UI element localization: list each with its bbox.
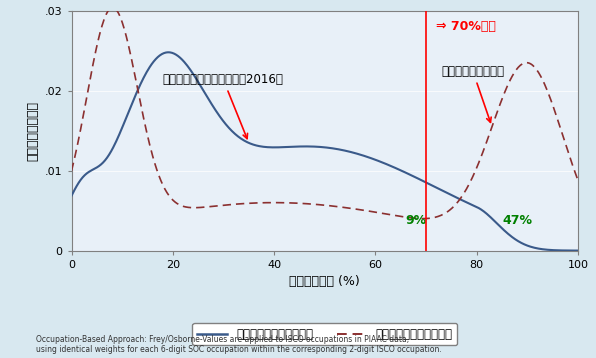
Text: 47%: 47%: [502, 214, 532, 227]
Legend: タスクベースアプローチ, ジョブベースアプローチ: タスクベースアプローチ, ジョブベースアプローチ: [193, 323, 457, 345]
Text: アーンツ＆グレゴリーら（2016）: アーンツ＆グレゴリーら（2016）: [163, 73, 284, 139]
Text: フレイ＆オズボーン: フレイ＆オズボーン: [441, 65, 504, 122]
X-axis label: 自動化可能性 (%): 自動化可能性 (%): [290, 275, 360, 288]
Text: 9%: 9%: [405, 214, 427, 227]
Y-axis label: カーネル密度推定: カーネル密度推定: [26, 101, 39, 161]
Text: ⇒ 70%以上: ⇒ 70%以上: [436, 20, 496, 33]
Text: Occupation-Based Approach: Frey/Osborne-Values are applied to ISCO occupations i: Occupation-Based Approach: Frey/Osborne-…: [36, 335, 442, 354]
